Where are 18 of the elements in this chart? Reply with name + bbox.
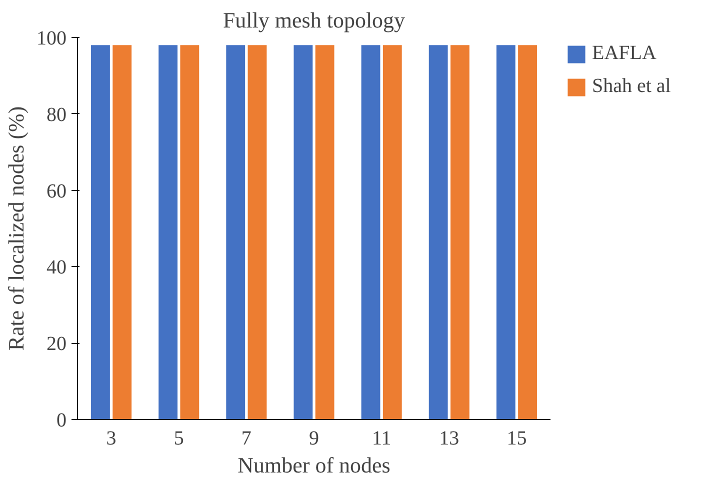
x-tick-label: 3 <box>106 428 116 450</box>
x-tick-label: 13 <box>439 428 460 450</box>
y-tick-label: 40 <box>46 256 66 279</box>
x-axis-title: Number of nodes <box>238 452 390 478</box>
y-tick-label: 60 <box>46 180 66 202</box>
chart-title: Fully mesh topology <box>222 8 406 32</box>
y-tick-label: 0 <box>56 410 66 432</box>
legend-label: Shah et al <box>592 75 671 98</box>
x-tick-label: 15 <box>506 428 527 450</box>
x-tick-label: 5 <box>174 428 184 450</box>
y-tick-label: 20 <box>46 333 66 356</box>
x-tick-label: 11 <box>372 428 392 450</box>
x-tick-label: 7 <box>241 428 252 450</box>
x-tick-label: 9 <box>309 428 319 450</box>
legend-label: EAFLA <box>592 42 656 65</box>
y-tick-label: 100 <box>36 28 66 50</box>
y-tick-label: 80 <box>46 104 66 126</box>
y-axis-title: Rate of localized nodes (%) <box>4 106 28 351</box>
